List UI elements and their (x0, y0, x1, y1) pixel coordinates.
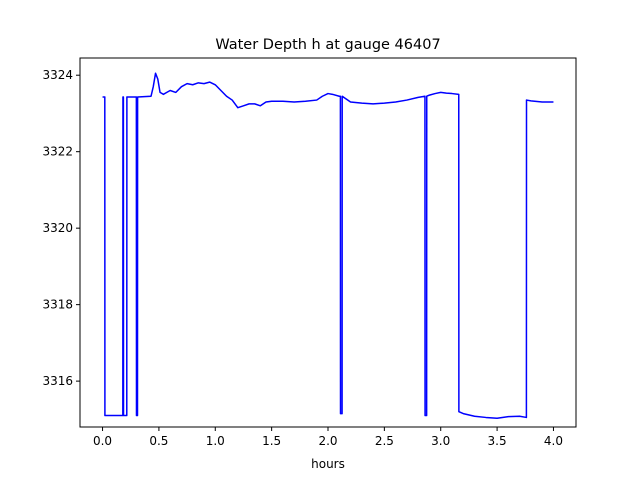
x-tick-label: 2.0 (318, 434, 337, 448)
x-tick-label: 0.5 (149, 434, 168, 448)
x-tick-label: 4.0 (544, 434, 563, 448)
x-tick-label: 3.5 (488, 434, 507, 448)
x-axis: 0.0 0.5 1.0 1.5 2.0 2.5 3.0 3.5 4.0 (93, 427, 563, 448)
chart-title: Water Depth h at gauge 46407 (215, 37, 440, 53)
x-axis-label: hours (311, 457, 345, 471)
y-tick-label: 3324 (42, 68, 73, 82)
x-tick-label: 1.0 (206, 434, 225, 448)
y-tick-label: 3320 (42, 221, 73, 235)
x-tick-label: 2.5 (375, 434, 394, 448)
x-tick-label: 3.0 (431, 434, 450, 448)
y-tick-label: 3316 (42, 374, 73, 388)
x-tick-label: 1.5 (262, 434, 281, 448)
y-tick-label: 3318 (42, 298, 73, 312)
x-tick-label: 0.0 (93, 434, 112, 448)
y-axis: 3316 3318 3320 3322 3324 (42, 68, 80, 388)
y-tick-label: 3322 (42, 145, 73, 159)
series-line-0 (102, 72, 554, 419)
